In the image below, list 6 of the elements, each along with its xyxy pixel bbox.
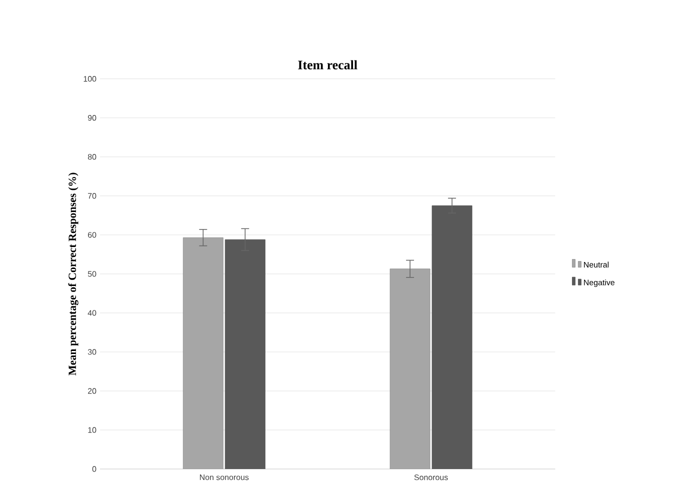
- y-axis-title: Mean percentage of Correct Responses (%): [68, 172, 78, 376]
- bar: [224, 239, 266, 469]
- bar: [432, 205, 472, 469]
- bar: [390, 268, 430, 469]
- bar: [182, 237, 224, 469]
- chart-title: Item recall: [298, 60, 358, 70]
